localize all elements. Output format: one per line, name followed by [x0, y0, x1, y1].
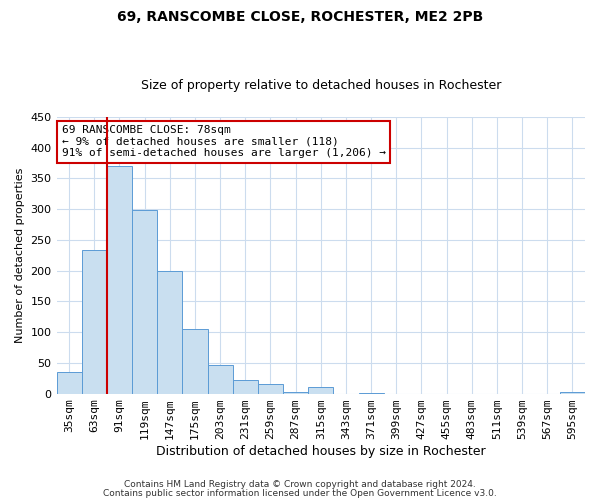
- Bar: [258, 384, 283, 394]
- Text: Contains HM Land Registry data © Crown copyright and database right 2024.: Contains HM Land Registry data © Crown c…: [124, 480, 476, 489]
- Bar: [157, 271, 182, 394]
- Bar: [82, 250, 107, 394]
- Bar: [308, 388, 334, 394]
- X-axis label: Distribution of detached houses by size in Rochester: Distribution of detached houses by size …: [156, 444, 485, 458]
- Bar: [56, 372, 82, 394]
- Y-axis label: Number of detached properties: Number of detached properties: [15, 168, 25, 343]
- Title: Size of property relative to detached houses in Rochester: Size of property relative to detached ho…: [140, 79, 501, 92]
- Text: 69 RANSCOMBE CLOSE: 78sqm
← 9% of detached houses are smaller (118)
91% of semi-: 69 RANSCOMBE CLOSE: 78sqm ← 9% of detach…: [62, 125, 386, 158]
- Bar: [359, 393, 383, 394]
- Bar: [560, 392, 585, 394]
- Bar: [233, 380, 258, 394]
- Bar: [107, 166, 132, 394]
- Bar: [182, 329, 208, 394]
- Text: Contains public sector information licensed under the Open Government Licence v3: Contains public sector information licen…: [103, 488, 497, 498]
- Bar: [208, 364, 233, 394]
- Bar: [283, 392, 308, 394]
- Bar: [132, 210, 157, 394]
- Text: 69, RANSCOMBE CLOSE, ROCHESTER, ME2 2PB: 69, RANSCOMBE CLOSE, ROCHESTER, ME2 2PB: [117, 10, 483, 24]
